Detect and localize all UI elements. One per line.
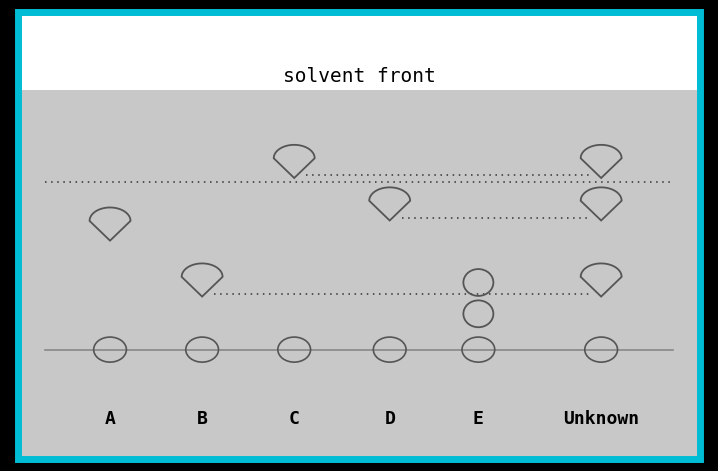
Bar (18, 12, 700, 90)
Text: solvent front: solvent front (283, 67, 435, 86)
Text: C: C (289, 410, 299, 428)
Text: A: A (105, 410, 116, 428)
Bar (18, 90, 700, 459)
Text: B: B (197, 410, 208, 428)
Text: Unknown: Unknown (563, 410, 639, 428)
Text: D: D (384, 410, 395, 428)
Text: E: E (473, 410, 484, 428)
